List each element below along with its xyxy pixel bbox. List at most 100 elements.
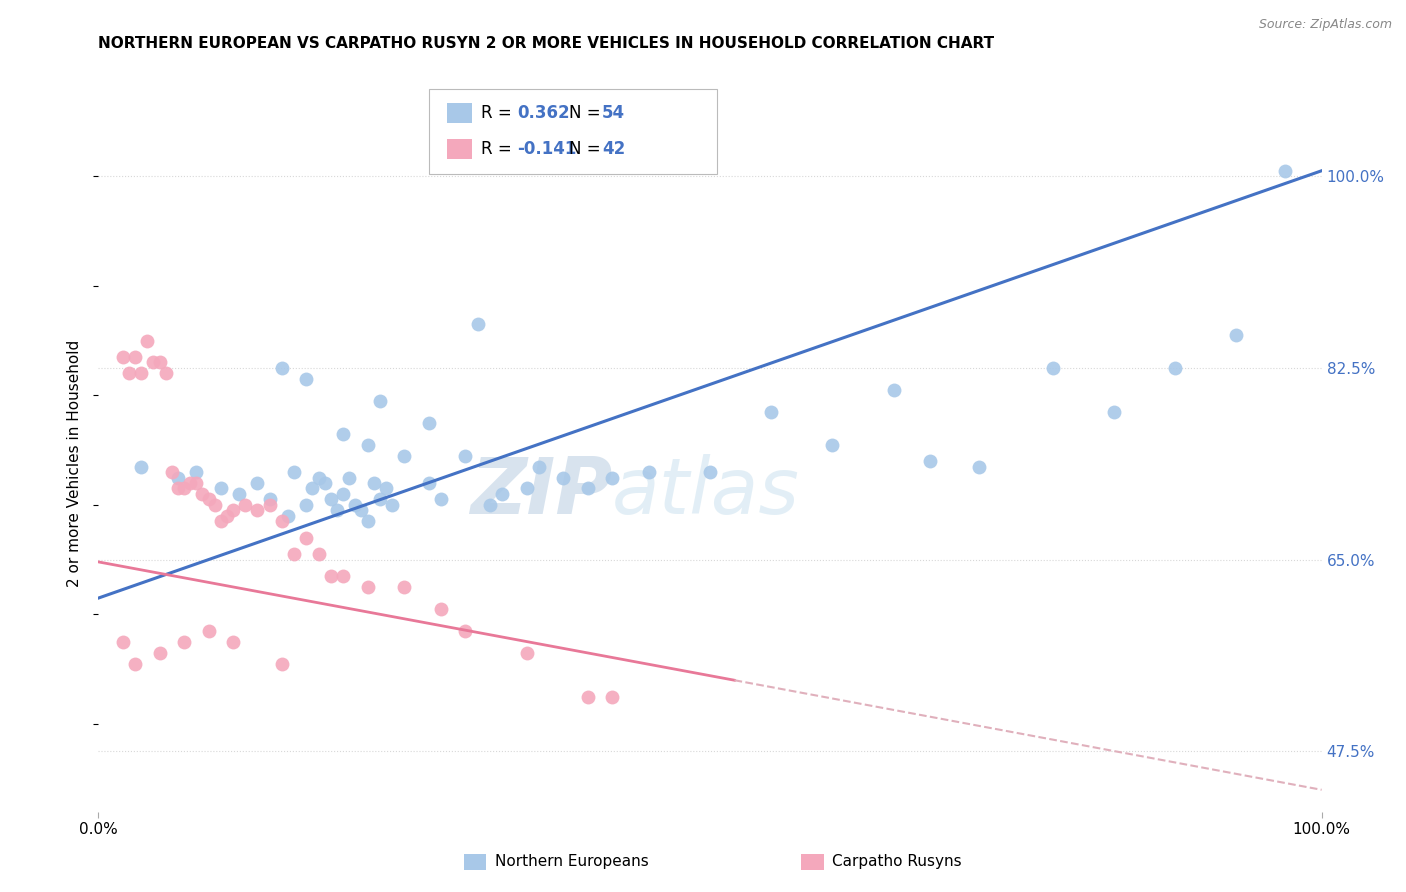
Text: R =: R =	[481, 104, 517, 122]
Point	[270, 361, 294, 376]
Point	[356, 580, 378, 594]
Point	[129, 367, 152, 381]
Point	[553, 470, 575, 484]
Point	[356, 438, 378, 452]
Text: N =: N =	[569, 140, 606, 158]
Point	[467, 317, 489, 331]
Point	[149, 355, 172, 369]
Point	[209, 482, 232, 496]
Point	[638, 465, 661, 479]
Point	[197, 492, 219, 507]
Point	[295, 372, 318, 386]
Text: 0.362: 0.362	[517, 104, 569, 122]
Point	[160, 465, 183, 479]
Point	[332, 569, 354, 583]
Point	[277, 508, 299, 523]
Point	[204, 498, 226, 512]
Point	[129, 459, 152, 474]
Point	[1274, 163, 1296, 178]
Point	[350, 503, 373, 517]
Text: 54: 54	[602, 104, 624, 122]
Text: atlas: atlas	[612, 454, 800, 530]
Point	[761, 405, 783, 419]
Point	[142, 355, 165, 369]
Point	[270, 514, 294, 528]
Point	[259, 492, 281, 507]
Point	[124, 350, 146, 364]
Point	[576, 482, 599, 496]
Point	[308, 470, 330, 484]
Y-axis label: 2 or more Vehicles in Household: 2 or more Vehicles in Household	[67, 340, 83, 588]
Point	[270, 657, 294, 671]
Point	[454, 624, 477, 638]
Point	[368, 393, 391, 408]
Point	[1225, 328, 1247, 343]
Point	[1042, 361, 1064, 376]
Text: R =: R =	[481, 140, 517, 158]
Point	[186, 465, 208, 479]
Point	[308, 547, 330, 561]
Point	[222, 503, 245, 517]
Point	[314, 475, 336, 490]
Point	[600, 470, 623, 484]
Point	[149, 646, 172, 660]
Point	[246, 503, 269, 517]
Point	[821, 438, 844, 452]
Point	[1164, 361, 1187, 376]
Point	[111, 350, 134, 364]
Point	[392, 449, 416, 463]
Point	[246, 475, 269, 490]
Point	[228, 487, 250, 501]
Point	[363, 475, 385, 490]
Text: -0.141: -0.141	[517, 140, 576, 158]
Point	[295, 498, 318, 512]
Point	[167, 482, 190, 496]
Point	[191, 487, 214, 501]
Point	[515, 646, 537, 660]
Point	[374, 482, 396, 496]
Point	[454, 449, 477, 463]
Point	[515, 482, 537, 496]
Point	[430, 602, 453, 616]
Point	[600, 690, 623, 704]
Point	[576, 690, 599, 704]
Point	[418, 416, 440, 430]
Point	[430, 492, 453, 507]
Point	[356, 514, 378, 528]
Point	[118, 367, 141, 381]
Point	[295, 531, 318, 545]
Point	[527, 459, 550, 474]
Point	[1102, 405, 1125, 419]
Point	[478, 498, 501, 512]
Point	[920, 454, 942, 468]
Point	[319, 492, 342, 507]
Point	[209, 514, 232, 528]
Text: ZIP: ZIP	[470, 454, 612, 530]
Point	[136, 334, 159, 348]
Text: N =: N =	[569, 104, 606, 122]
Point	[222, 635, 245, 649]
Point	[967, 459, 990, 474]
Point	[186, 475, 208, 490]
Point	[332, 487, 354, 501]
Point	[167, 470, 190, 484]
Point	[883, 383, 905, 397]
Point	[259, 498, 281, 512]
Point	[392, 580, 416, 594]
Point	[491, 487, 513, 501]
Point	[368, 492, 391, 507]
Point	[699, 465, 721, 479]
Point	[332, 426, 354, 441]
Point	[337, 470, 360, 484]
Point	[283, 547, 305, 561]
Point	[326, 503, 349, 517]
Point	[418, 475, 440, 490]
Point	[124, 657, 146, 671]
Point	[319, 569, 342, 583]
Point	[283, 465, 305, 479]
Point	[111, 635, 134, 649]
Text: NORTHERN EUROPEAN VS CARPATHO RUSYN 2 OR MORE VEHICLES IN HOUSEHOLD CORRELATION : NORTHERN EUROPEAN VS CARPATHO RUSYN 2 OR…	[98, 36, 994, 51]
Text: Northern Europeans: Northern Europeans	[495, 855, 648, 869]
Point	[301, 482, 323, 496]
Text: Source: ZipAtlas.com: Source: ZipAtlas.com	[1258, 18, 1392, 31]
